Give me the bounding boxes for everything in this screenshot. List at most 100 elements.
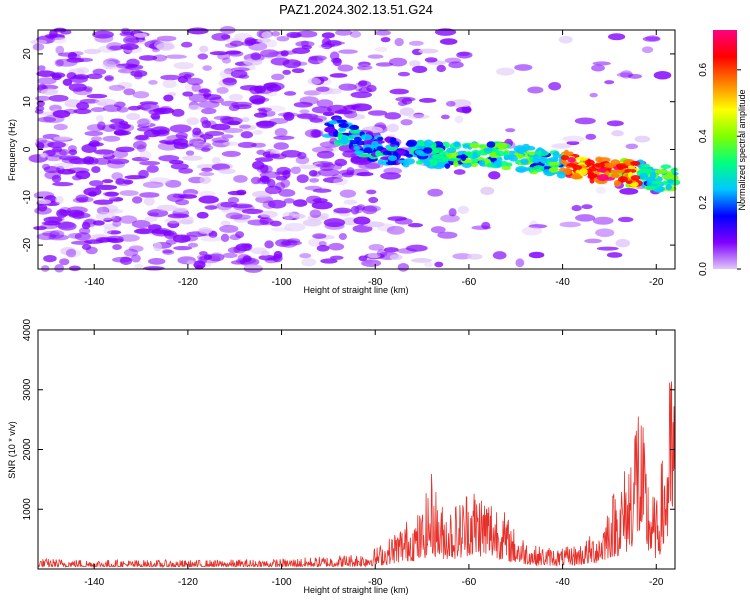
spectrogram-cell [299, 96, 319, 105]
spectrogram-cell [112, 244, 122, 251]
spectrogram-cell [192, 127, 202, 136]
spectrogram-cell [258, 254, 277, 261]
spectrogram-cell [501, 165, 512, 171]
spectrogram-cell [97, 121, 106, 131]
x-tick-label: -80 [368, 577, 383, 588]
spectrogram-cell [165, 239, 177, 245]
spectrogram-cell [454, 115, 464, 124]
spectrogram-cell [92, 30, 114, 39]
spectrogram-cell [187, 27, 209, 35]
spectrogram-y-label: Frequency (Hz) [7, 119, 17, 181]
colorbar-tick-label: 0.6 [698, 62, 709, 76]
spectrogram-cell [333, 207, 352, 214]
spectrogram-cell [480, 186, 495, 196]
x-tick-label: -100 [272, 577, 292, 588]
spectrogram-cell [513, 145, 526, 153]
spectrogram-cell [380, 36, 391, 43]
spectrogram-cell [126, 64, 144, 71]
spectrogram-cell [444, 163, 451, 169]
spectrogram-cell [67, 51, 77, 60]
spectrogram-cell [57, 168, 76, 175]
spectrogram-cell [200, 147, 211, 152]
spectrogram-cell [571, 172, 581, 180]
spectrogram-cell [311, 106, 332, 114]
spectrogram-cell [610, 173, 620, 179]
spectrogram-cell [198, 195, 219, 204]
spectrogram-cell [436, 64, 446, 73]
spectrogram-cell [397, 262, 410, 272]
spectrogram-cell [48, 94, 69, 102]
spectrogram-cell [40, 153, 49, 158]
spectrogram-cell [293, 199, 308, 207]
spectrogram-cell [123, 248, 139, 257]
spectrogram-cell [171, 108, 185, 117]
spectrogram-cell [628, 165, 635, 170]
spectrogram-cell [273, 135, 295, 140]
spectrogram-cell [119, 190, 139, 196]
spectrogram-cell [73, 108, 92, 115]
spectrogram-cell [471, 225, 492, 230]
spectrogram-cell [143, 266, 165, 271]
spectrogram-cell [95, 211, 116, 221]
spectrogram-cell [233, 175, 248, 183]
figure-title: PAZ1.2024.302.13.51.G24 [279, 2, 433, 17]
spectrogram-cell [143, 197, 155, 206]
snr-y-label: SNR (10 * v/v) [7, 421, 17, 479]
spectrogram-cell [207, 253, 225, 262]
spectrogram-cell [278, 189, 296, 197]
spectrogram-cell [252, 129, 264, 135]
spectrogram-cell [472, 151, 478, 159]
spectrogram-cell [259, 210, 278, 219]
spectrogram-cell [202, 65, 212, 71]
spectrogram-cell [53, 136, 72, 141]
spectrogram-cell [574, 214, 596, 222]
spectrogram-cell [616, 72, 634, 78]
spectrogram-cell [505, 128, 516, 133]
spectrogram-cell [153, 242, 162, 252]
spectrogram-cell [209, 51, 229, 56]
spectrogram-cell [66, 209, 85, 217]
spectrogram-cell [37, 65, 46, 72]
snr-background [38, 330, 675, 569]
spectrogram-cell [328, 120, 338, 125]
spectrogram-cell [293, 101, 313, 108]
x-tick-label: -80 [368, 277, 383, 288]
spectrogram-cell [292, 213, 306, 219]
spectrogram-cell [281, 240, 302, 246]
spectrogram-cell [133, 135, 150, 141]
spectrogram-cell [440, 114, 450, 120]
x-tick-label: -60 [462, 577, 477, 588]
spectrogram-cell [296, 113, 313, 119]
spectrogram-cell [548, 166, 559, 173]
spectrogram-cell [95, 115, 104, 122]
spectrogram-cell [322, 176, 344, 184]
y-tick-label: 20 [22, 48, 33, 60]
spectrogram-cell [194, 144, 214, 151]
spectrogram-cell [581, 204, 593, 210]
spectrogram-cell [394, 37, 404, 47]
spectrogram-cell [337, 64, 354, 72]
spectrogram-cell [357, 80, 372, 88]
spectrogram-cell [338, 49, 358, 54]
spectrogram-cell [382, 150, 392, 156]
spectrogram-cell [617, 176, 628, 183]
spectrogram-cell [503, 154, 510, 161]
spectrogram-cell [384, 112, 402, 120]
colorbar: 0.0 0.2 0.4 0.6 Normalized spectral amplitu… [698, 30, 747, 276]
spectrogram-cell [260, 164, 269, 173]
spectrogram-cell [219, 224, 239, 233]
spectrogram-cell [524, 145, 536, 151]
spectrogram-cell [624, 168, 637, 174]
spectrogram-cell [81, 221, 91, 230]
spectrogram-cell [627, 73, 643, 79]
spectrogram-cell [453, 169, 466, 175]
spectrogram-cell [115, 178, 125, 185]
spectrogram-cell [102, 135, 121, 142]
spectrogram-cell [230, 69, 248, 79]
spectrogram-cell [233, 217, 251, 223]
spectrogram-cell [283, 112, 295, 121]
spectrogram-cell [360, 134, 373, 141]
spectrogram-cell [376, 249, 388, 257]
spectrogram-cell [76, 67, 90, 75]
spectrogram-cell [316, 150, 335, 159]
